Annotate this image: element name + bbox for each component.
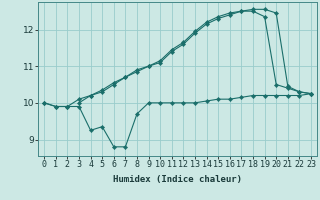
X-axis label: Humidex (Indice chaleur): Humidex (Indice chaleur): [113, 175, 242, 184]
